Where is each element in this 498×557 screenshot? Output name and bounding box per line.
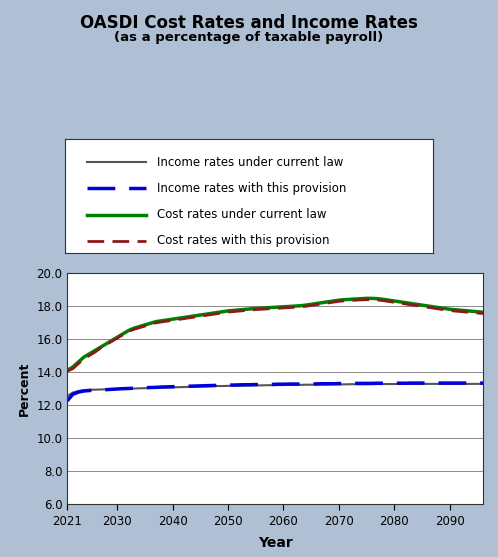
X-axis label: Year: Year (258, 536, 292, 550)
Y-axis label: Percent: Percent (18, 361, 31, 416)
Text: Income rates under current law: Income rates under current law (157, 155, 343, 169)
Text: Cost rates with this provision: Cost rates with this provision (157, 234, 329, 247)
Text: Cost rates under current law: Cost rates under current law (157, 208, 326, 221)
Text: Income rates with this provision: Income rates with this provision (157, 182, 346, 195)
Text: (as a percentage of taxable payroll): (as a percentage of taxable payroll) (115, 31, 383, 43)
Text: OASDI Cost Rates and Income Rates: OASDI Cost Rates and Income Rates (80, 14, 418, 32)
